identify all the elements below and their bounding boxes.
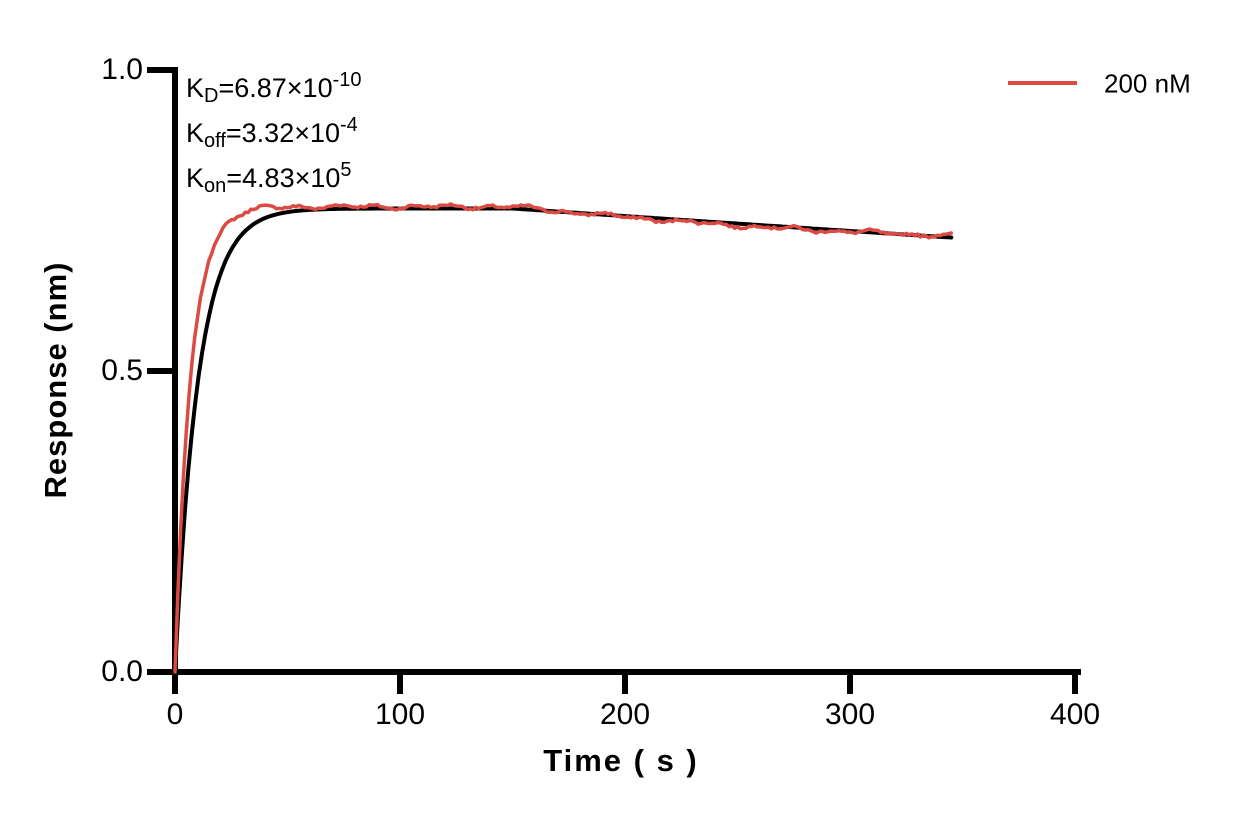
kinetic-value: =4.83×10 (226, 163, 341, 193)
x-tick-label: 400 (1049, 698, 1101, 731)
kinetic-symbol: K (186, 118, 205, 148)
legend-label: 200 nM (1104, 68, 1191, 99)
axes (147, 67, 1081, 694)
y-tick-mark (147, 368, 175, 374)
y-tick-mark (147, 669, 175, 675)
kinetic-subscript: on (204, 175, 227, 197)
x-tick-label: 100 (374, 698, 426, 731)
fitted-curve (173, 206, 954, 674)
x-tick-label: 200 (599, 698, 651, 731)
x-axis-title: Time ( s ) (543, 743, 699, 778)
kinetic-exponent: 5 (340, 159, 352, 181)
kinetic-exponent: -4 (340, 114, 358, 136)
koff-annotation: Koff=3.32×10-4 (186, 111, 362, 156)
x-tick-mark (397, 675, 403, 694)
y-tick-label: 1.0 (101, 53, 143, 86)
kinetic-value: =3.32×10 (225, 118, 341, 148)
x-axis-line (147, 669, 1081, 675)
y-tick-label: 0.5 (101, 354, 143, 387)
kinetic-symbol: K (186, 163, 205, 193)
x-tick-mark (847, 675, 853, 694)
measured-curve-200nM (173, 202, 954, 674)
kinetic-symbol: K (186, 73, 205, 103)
kon-annotation: Kon=4.83×105 (186, 156, 362, 201)
kinetics-annotation: KD=6.87×10-10 Koff=3.32×10-4 Kon=4.83×10… (186, 66, 362, 201)
legend-line-swatch (1008, 81, 1077, 85)
x-tick-label: 0 (166, 698, 184, 731)
kinetic-exponent: -10 (332, 69, 362, 91)
kd-annotation: KD=6.87×10-10 (186, 66, 362, 111)
x-tick-mark (172, 675, 178, 694)
x-tick-mark (622, 675, 628, 694)
y-tick-mark (147, 67, 175, 73)
kinetic-value: =6.87×10 (218, 73, 333, 103)
kinetic-subscript: D (204, 85, 219, 107)
x-tick-label: 300 (824, 698, 876, 731)
y-tick-label: 0.0 (101, 655, 143, 688)
kinetic-subscript: off (204, 130, 226, 152)
x-tick-mark (1072, 675, 1078, 694)
